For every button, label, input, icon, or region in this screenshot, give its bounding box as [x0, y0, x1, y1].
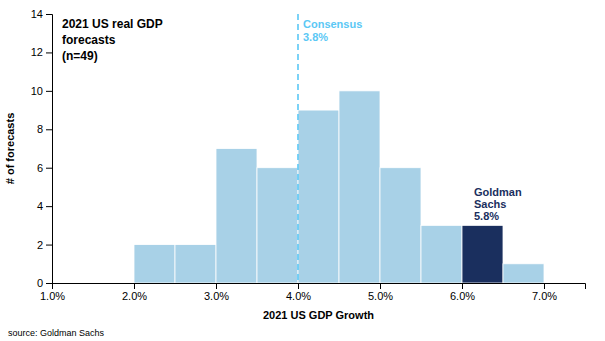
text-line: forecasts	[62, 33, 116, 47]
annotations: Consensus3.8% 2021 US real GDP forecasts (n…	[62, 17, 522, 222]
y-axis-title: # of forecasts	[4, 113, 16, 185]
tick: 14	[31, 8, 52, 20]
text-line: 3.8%	[303, 31, 328, 43]
tick: 3.0%	[204, 283, 229, 302]
bar	[503, 264, 544, 283]
bars	[134, 91, 544, 283]
text-line: Sachs	[474, 198, 506, 210]
bar	[257, 168, 298, 283]
axis-line	[46, 15, 53, 284]
tick-label: 12	[31, 46, 43, 58]
tick-label: 3.0%	[204, 290, 229, 302]
tick: 10	[31, 85, 52, 97]
tick: 0	[37, 277, 52, 289]
annotation: GoldmanSachs5.8%	[474, 186, 522, 222]
tick: 7.0%	[532, 283, 557, 302]
tick-mark	[134, 283, 135, 289]
tick-mark	[46, 283, 52, 284]
tick-mark	[46, 91, 52, 92]
tick: 8	[37, 123, 52, 135]
bar	[216, 149, 257, 284]
tick: 1.0%	[40, 283, 65, 302]
tick-mark	[544, 283, 545, 289]
tick: 2.0%	[122, 283, 147, 302]
axis-line	[53, 284, 586, 290]
tick-label: 14	[31, 8, 43, 20]
tick-mark	[46, 245, 52, 246]
bar	[298, 110, 339, 283]
reference-lines	[298, 14, 299, 283]
tick-label: 6	[37, 162, 43, 174]
tick-label: 1.0%	[40, 290, 65, 302]
bar	[134, 245, 175, 283]
x-axis-title: 2021 US GDP Growth	[263, 309, 374, 321]
tick-mark	[46, 129, 52, 130]
tick-mark	[216, 283, 217, 289]
tick: 4.0%	[286, 283, 311, 302]
tick-mark	[46, 52, 52, 53]
tick-mark	[462, 283, 463, 289]
tick-label: 6.0%	[450, 290, 475, 302]
tick-label: 10	[31, 85, 43, 97]
reference-label: Consensus3.8%	[303, 18, 362, 43]
source: source: Goldman Sachs	[8, 328, 105, 338]
text-line: (n=49)	[62, 49, 98, 63]
tick-mark	[380, 283, 381, 289]
tick-label: 8	[37, 123, 43, 135]
tick-label: 5.0%	[368, 290, 393, 302]
text-line: Consensus	[303, 18, 362, 30]
tick: 4	[37, 200, 52, 212]
tick: 2	[37, 239, 52, 251]
chart: 1.0% 2.0% 3.0% 4.0% 5.0% 6.0% 7.0% 0 2 4 6 8 10 12 14 C…	[0, 0, 605, 341]
bar	[380, 168, 421, 283]
tick-mark	[298, 283, 299, 289]
tick-label: 2	[37, 239, 43, 251]
reference-line	[297, 14, 299, 283]
y-axis: 0 2 4 6 8 10 12 14	[31, 8, 53, 289]
tick-mark	[46, 14, 52, 15]
tick-label: 2.0%	[122, 290, 147, 302]
tick: 5.0%	[368, 283, 393, 302]
tick-mark	[46, 168, 52, 169]
text-line: Goldman	[474, 186, 522, 198]
text-line: 2021 US real GDP	[62, 17, 163, 31]
tick-label: 4.0%	[286, 290, 311, 302]
bar	[421, 225, 462, 283]
tick-label: 7.0%	[532, 290, 557, 302]
bar	[462, 225, 503, 283]
bar	[339, 91, 380, 283]
tick: 6	[37, 162, 52, 174]
text-line: 5.8%	[474, 210, 499, 222]
tick-label: 4	[37, 200, 43, 212]
annotation: 2021 US real GDP forecasts (n=49)	[62, 17, 163, 63]
tick: 6.0%	[450, 283, 475, 302]
x-axis: 1.0% 2.0% 3.0% 4.0% 5.0% 6.0% 7.0%	[40, 283, 586, 302]
plot: 1.0% 2.0% 3.0% 4.0% 5.0% 6.0% 7.0% 0 2 4 6 8 10 12 14 C…	[31, 8, 586, 302]
tick-mark	[46, 206, 52, 207]
tick-label: 0	[37, 277, 43, 289]
tick: 12	[31, 46, 52, 58]
bar	[175, 245, 216, 283]
